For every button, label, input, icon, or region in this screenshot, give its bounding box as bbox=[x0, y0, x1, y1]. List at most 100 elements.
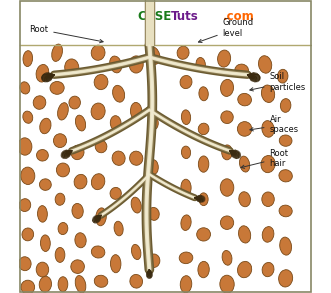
Ellipse shape bbox=[18, 138, 32, 155]
Ellipse shape bbox=[280, 99, 291, 112]
Ellipse shape bbox=[277, 69, 288, 83]
Ellipse shape bbox=[69, 96, 80, 109]
Ellipse shape bbox=[39, 179, 51, 190]
Ellipse shape bbox=[261, 85, 275, 103]
Ellipse shape bbox=[33, 96, 46, 109]
Ellipse shape bbox=[58, 103, 68, 120]
Ellipse shape bbox=[181, 215, 191, 231]
Ellipse shape bbox=[279, 135, 292, 146]
Ellipse shape bbox=[131, 244, 141, 260]
Ellipse shape bbox=[39, 276, 52, 292]
Ellipse shape bbox=[222, 145, 232, 160]
Ellipse shape bbox=[112, 151, 125, 165]
Ellipse shape bbox=[110, 56, 122, 73]
Ellipse shape bbox=[262, 263, 274, 277]
Ellipse shape bbox=[279, 170, 292, 182]
Ellipse shape bbox=[262, 121, 274, 137]
Ellipse shape bbox=[36, 262, 49, 277]
Ellipse shape bbox=[58, 222, 68, 235]
Ellipse shape bbox=[56, 163, 70, 177]
Ellipse shape bbox=[94, 74, 108, 90]
Ellipse shape bbox=[91, 246, 105, 258]
Ellipse shape bbox=[71, 145, 84, 160]
Ellipse shape bbox=[21, 280, 35, 293]
Ellipse shape bbox=[23, 111, 33, 123]
Ellipse shape bbox=[196, 57, 205, 71]
Ellipse shape bbox=[36, 149, 48, 161]
Text: Soil
particles: Soil particles bbox=[250, 72, 306, 92]
Ellipse shape bbox=[54, 134, 67, 148]
Ellipse shape bbox=[40, 235, 50, 251]
Ellipse shape bbox=[91, 174, 105, 190]
Ellipse shape bbox=[238, 261, 252, 278]
Ellipse shape bbox=[220, 275, 234, 293]
Ellipse shape bbox=[180, 276, 192, 293]
Ellipse shape bbox=[75, 115, 86, 131]
Ellipse shape bbox=[130, 151, 143, 165]
Ellipse shape bbox=[110, 116, 121, 130]
Ellipse shape bbox=[197, 228, 211, 241]
Ellipse shape bbox=[114, 221, 123, 236]
Ellipse shape bbox=[262, 192, 274, 207]
Ellipse shape bbox=[130, 103, 142, 120]
Ellipse shape bbox=[222, 251, 232, 265]
Ellipse shape bbox=[240, 156, 250, 172]
Ellipse shape bbox=[262, 226, 274, 242]
Ellipse shape bbox=[22, 228, 34, 241]
Ellipse shape bbox=[131, 197, 141, 213]
Ellipse shape bbox=[217, 50, 231, 67]
Ellipse shape bbox=[71, 260, 84, 273]
Text: Air
spaces: Air spaces bbox=[250, 115, 299, 134]
Ellipse shape bbox=[75, 275, 86, 293]
Text: Root
hair: Root hair bbox=[241, 149, 289, 168]
Ellipse shape bbox=[95, 140, 107, 153]
Text: CBSE: CBSE bbox=[137, 10, 171, 23]
Ellipse shape bbox=[261, 156, 275, 173]
Ellipse shape bbox=[58, 277, 68, 292]
Ellipse shape bbox=[198, 156, 209, 172]
Ellipse shape bbox=[220, 179, 234, 196]
Ellipse shape bbox=[148, 47, 160, 64]
Ellipse shape bbox=[72, 203, 83, 219]
Ellipse shape bbox=[21, 167, 35, 185]
Ellipse shape bbox=[37, 206, 47, 222]
Ellipse shape bbox=[55, 193, 65, 205]
Ellipse shape bbox=[129, 56, 143, 73]
Ellipse shape bbox=[94, 275, 108, 287]
Ellipse shape bbox=[181, 110, 191, 125]
Ellipse shape bbox=[148, 207, 159, 220]
Ellipse shape bbox=[220, 79, 234, 96]
Ellipse shape bbox=[111, 255, 121, 273]
Ellipse shape bbox=[239, 192, 251, 207]
Ellipse shape bbox=[235, 64, 249, 76]
Ellipse shape bbox=[113, 85, 125, 102]
Ellipse shape bbox=[149, 160, 158, 174]
Ellipse shape bbox=[199, 193, 208, 206]
Ellipse shape bbox=[280, 237, 292, 255]
Ellipse shape bbox=[238, 93, 252, 106]
Ellipse shape bbox=[19, 199, 31, 212]
Ellipse shape bbox=[91, 103, 105, 120]
Ellipse shape bbox=[259, 56, 272, 73]
Ellipse shape bbox=[198, 123, 209, 135]
Ellipse shape bbox=[237, 122, 252, 136]
Text: .com: .com bbox=[223, 10, 255, 23]
Ellipse shape bbox=[110, 188, 121, 199]
Ellipse shape bbox=[221, 111, 233, 124]
Ellipse shape bbox=[180, 76, 192, 88]
Ellipse shape bbox=[130, 275, 143, 288]
Ellipse shape bbox=[239, 226, 251, 243]
Ellipse shape bbox=[65, 59, 79, 76]
Ellipse shape bbox=[220, 216, 234, 229]
Ellipse shape bbox=[96, 208, 106, 226]
Ellipse shape bbox=[279, 270, 293, 287]
Ellipse shape bbox=[36, 64, 49, 82]
Ellipse shape bbox=[181, 179, 191, 196]
Ellipse shape bbox=[149, 117, 158, 130]
Ellipse shape bbox=[50, 81, 64, 94]
Ellipse shape bbox=[23, 51, 32, 67]
Ellipse shape bbox=[19, 257, 31, 271]
Ellipse shape bbox=[40, 118, 51, 134]
Text: Ground
level: Ground level bbox=[199, 18, 254, 42]
Ellipse shape bbox=[199, 87, 208, 101]
